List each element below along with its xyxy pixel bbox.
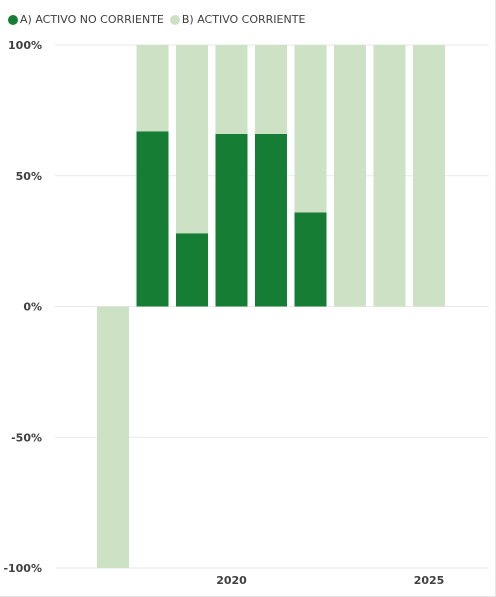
bar-series2-2019 xyxy=(176,45,208,234)
legend-label-activo-no-corriente: A) ACTIVO NO CORRIENTE xyxy=(20,13,164,26)
bar-series2-2018 xyxy=(136,45,169,132)
legend-marker-activo-corriente xyxy=(169,14,180,25)
x-tick-label: 2020 xyxy=(216,574,247,587)
bar-series1-2020 xyxy=(215,133,248,307)
bar-series2-2021 xyxy=(255,45,287,134)
y-tick-label: -50% xyxy=(11,431,42,444)
bar-series1-2018 xyxy=(136,131,169,307)
y-tick-label: 0% xyxy=(23,301,42,314)
legend-label-activo-corriente: B) ACTIVO CORRIENTE xyxy=(181,13,306,26)
y-tick-label: 50% xyxy=(16,170,42,183)
bar-series1-2021 xyxy=(255,133,287,307)
legend-item-activo-no-corriente[interactable]: A) ACTIVO NO CORRIENTE xyxy=(8,13,164,26)
bar-series1-2022 xyxy=(294,212,327,307)
bar-series2-2020 xyxy=(215,45,248,134)
x-tick-label: 2025 xyxy=(414,574,445,587)
legend: A) ACTIVO NO CORRIENTE B) ACTIVO CORRIEN… xyxy=(8,13,311,26)
bar-series2-2023 xyxy=(334,45,366,307)
legend-item-activo-corriente[interactable]: B) ACTIVO CORRIENTE xyxy=(169,13,306,26)
bar-series2-2024 xyxy=(373,45,406,307)
y-tick-label: 100% xyxy=(8,39,42,52)
bar-series2-2017 xyxy=(97,306,129,568)
bar-series1-2019 xyxy=(176,233,208,307)
bar-series2-2025 xyxy=(413,45,445,307)
bar-series2-2022 xyxy=(294,45,327,213)
y-tick-label: -100% xyxy=(3,562,42,575)
legend-marker-activo-no-corriente xyxy=(8,14,18,25)
